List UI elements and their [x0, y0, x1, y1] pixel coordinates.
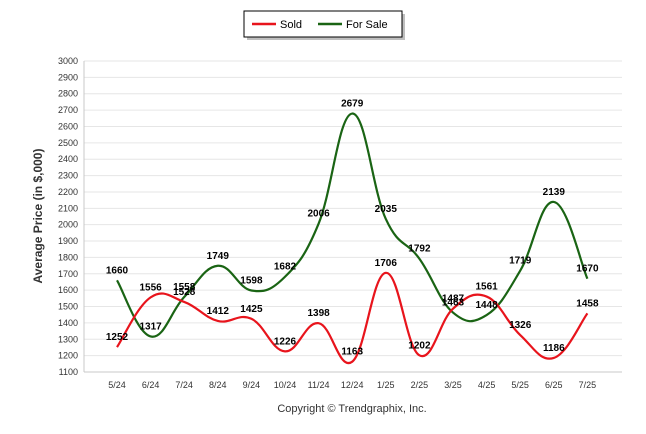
data-label-sold: 1458 [576, 298, 599, 309]
y-tick-label: 3000 [58, 56, 78, 66]
legend: Sold For Sale [243, 10, 405, 40]
y-tick-label: 1200 [58, 351, 78, 361]
x-tick-label: 8/24 [209, 380, 227, 390]
x-tick-label: 10/24 [274, 380, 297, 390]
data-label-for-sale: 2035 [375, 204, 398, 215]
legend-label: For Sale [346, 19, 388, 31]
x-tick-label: 4/25 [478, 380, 496, 390]
data-label-sold: 1556 [139, 282, 162, 293]
x-tick-label: 5/24 [108, 380, 126, 390]
y-tick-label: 1600 [58, 285, 78, 295]
data-label-for-sale: 1317 [139, 321, 162, 332]
data-label-for-sale: 1682 [274, 262, 297, 273]
data-label-sold: 1561 [475, 282, 498, 293]
data-label-sold: 1326 [509, 320, 532, 331]
y-tick-label: 1300 [58, 334, 78, 344]
data-label-sold: 1252 [106, 332, 129, 343]
x-tick-label: 7/24 [175, 380, 193, 390]
y-tick-label: 2400 [58, 154, 78, 164]
data-label-sold: 1706 [375, 258, 398, 269]
x-tick-label: 12/24 [341, 380, 364, 390]
data-label-for-sale: 2679 [341, 99, 364, 110]
y-tick-label: 1800 [58, 252, 78, 262]
y-tick-label: 1500 [58, 302, 78, 312]
data-label-for-sale: 1792 [408, 244, 431, 255]
y-tick-label: 2700 [58, 105, 78, 115]
y-axis-ticks: 1100 1200 1300 1400 1500 1600 1700 1800 1900 2000… [58, 56, 78, 377]
data-label-for-sale: 2006 [307, 209, 330, 220]
x-tick-label: 2/25 [411, 380, 429, 390]
data-labels: 1660 1317 1558 1749 1598 1682 2006 2679 2035 1792… [106, 99, 599, 358]
data-label-for-sale: 1749 [207, 251, 230, 262]
x-tick-label: 6/25 [545, 380, 563, 390]
data-label-sold: 1163 [341, 347, 363, 358]
y-tick-label: 1100 [59, 367, 78, 377]
series-line-sold [116, 271, 589, 365]
y-tick-label: 2000 [58, 220, 78, 230]
y-tick-label: 2800 [58, 89, 78, 99]
y-axis-label: Average Price (in $,000) [31, 149, 45, 284]
legend-label: Sold [280, 19, 302, 31]
x-tick-label: 1/25 [377, 380, 395, 390]
series-lines [116, 112, 589, 365]
data-label-for-sale: 1598 [240, 275, 263, 286]
series-line-for-sale [116, 112, 589, 338]
data-label-sold: 1226 [274, 336, 297, 347]
data-label-sold: 1528 [173, 287, 196, 298]
x-tick-label: 7/25 [579, 380, 597, 390]
x-tick-label: 3/25 [444, 380, 462, 390]
x-tick-label: 9/24 [243, 380, 261, 390]
data-label-for-sale: 1463 [442, 298, 465, 309]
data-label-sold: 1202 [408, 340, 431, 351]
x-axis-ticks: 5/24 6/24 7/24 8/24 9/24 10/24 11/24 12/24 1/25 2… [108, 380, 596, 390]
data-label-for-sale: 1660 [106, 265, 129, 276]
x-tick-label: 5/25 [511, 380, 529, 390]
y-tick-label: 2900 [58, 72, 78, 82]
y-tick-label: 1700 [58, 269, 78, 279]
grid-lines [83, 60, 622, 373]
data-label-sold: 1412 [207, 306, 230, 317]
copyright-footer: Copyright © Trendgraphix, Inc. [277, 403, 426, 415]
data-label-for-sale: 2139 [543, 187, 566, 198]
data-label-for-sale: 1719 [509, 256, 532, 267]
y-tick-label: 2200 [58, 187, 78, 197]
data-label-sold: 1398 [307, 308, 330, 319]
data-label-for-sale: 1558 [173, 282, 196, 293]
y-tick-label: 1400 [58, 318, 78, 328]
data-label-sold: 1186 [543, 343, 565, 354]
data-label-sold: 1487 [442, 294, 465, 305]
data-label-for-sale: 1448 [475, 300, 498, 311]
x-tick-label: 6/24 [142, 380, 160, 390]
y-tick-label: 1900 [58, 236, 78, 246]
data-label-for-sale: 1670 [576, 264, 599, 275]
y-tick-label: 2300 [58, 171, 78, 181]
x-tick-label: 11/24 [308, 380, 330, 390]
y-tick-label: 2500 [58, 138, 78, 148]
y-tick-label: 2100 [58, 203, 78, 213]
data-label-sold: 1425 [240, 304, 263, 315]
y-tick-label: 2600 [58, 121, 78, 131]
